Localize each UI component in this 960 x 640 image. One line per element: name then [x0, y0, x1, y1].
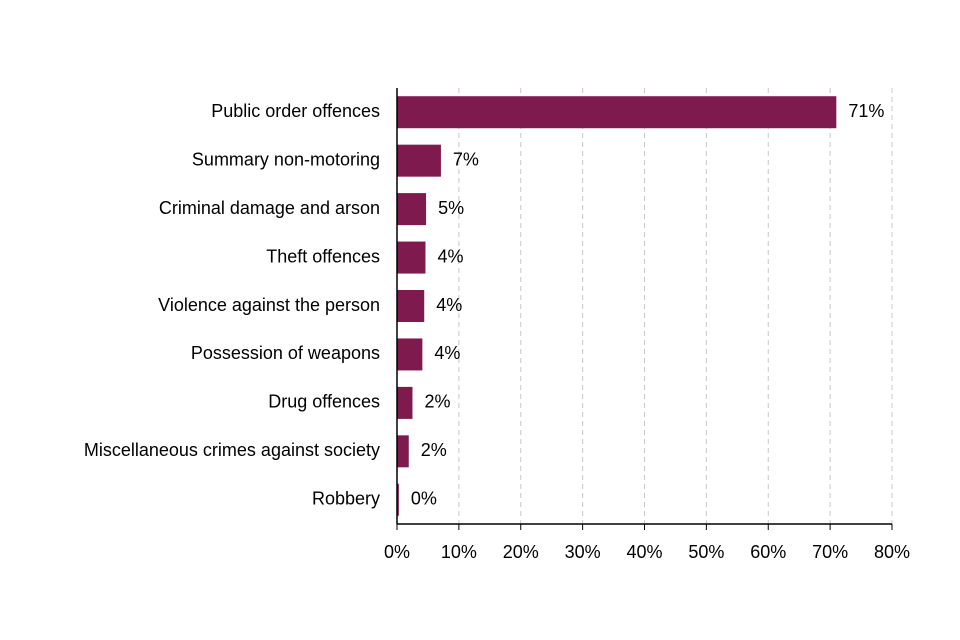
bar: [397, 96, 837, 129]
x-tick-label: 40%: [626, 542, 662, 562]
bars: [397, 96, 837, 516]
category-label: Drug offences: [268, 392, 380, 412]
data-label: 71%: [848, 101, 884, 121]
x-tick-label: 50%: [688, 542, 724, 562]
gridlines: [458, 88, 893, 524]
data-label: 7%: [453, 149, 479, 169]
x-tick-label: 0%: [384, 542, 410, 562]
x-tick-label: 20%: [503, 542, 539, 562]
category-label: Possession of weapons: [191, 343, 380, 363]
x-tick-label: 30%: [565, 542, 601, 562]
data-label: 4%: [436, 295, 462, 315]
category-label: Theft offences: [266, 246, 380, 266]
category-label: Violence against the person: [158, 295, 380, 315]
category-label: Robbery: [312, 489, 380, 509]
x-tick-labels: 0% 10% 20% 30% 40% 50% 60% 70% 80%: [384, 542, 910, 562]
data-labels: 71% 7% 5% 4% 4% 4% 2% 2% 0%: [411, 101, 884, 509]
bar: [397, 338, 423, 371]
category-labels: Public order offences Summary non-motorin…: [84, 101, 380, 509]
bar: [397, 483, 399, 516]
bar: [397, 144, 441, 177]
data-label: 4%: [434, 343, 460, 363]
x-tick-label: 80%: [874, 542, 910, 562]
bar: [397, 386, 413, 419]
bar: [397, 193, 427, 226]
bar: [397, 290, 425, 322]
x-tick-label: 70%: [812, 542, 848, 562]
bar: [397, 435, 409, 468]
data-label: 2%: [424, 392, 450, 412]
bar: [397, 241, 426, 274]
data-label: 4%: [437, 246, 463, 266]
category-label: Criminal damage and arson: [159, 198, 380, 218]
x-tick-label: 60%: [750, 542, 786, 562]
category-label: Public order offences: [211, 101, 380, 121]
data-label: 0%: [411, 489, 437, 509]
data-label: 5%: [438, 198, 464, 218]
axes: [396, 88, 893, 530]
category-label: Miscellaneous crimes against society: [84, 440, 380, 460]
data-label: 2%: [421, 440, 447, 460]
category-label: Summary non-motoring: [192, 149, 380, 169]
x-tick-label: 10%: [441, 542, 477, 562]
